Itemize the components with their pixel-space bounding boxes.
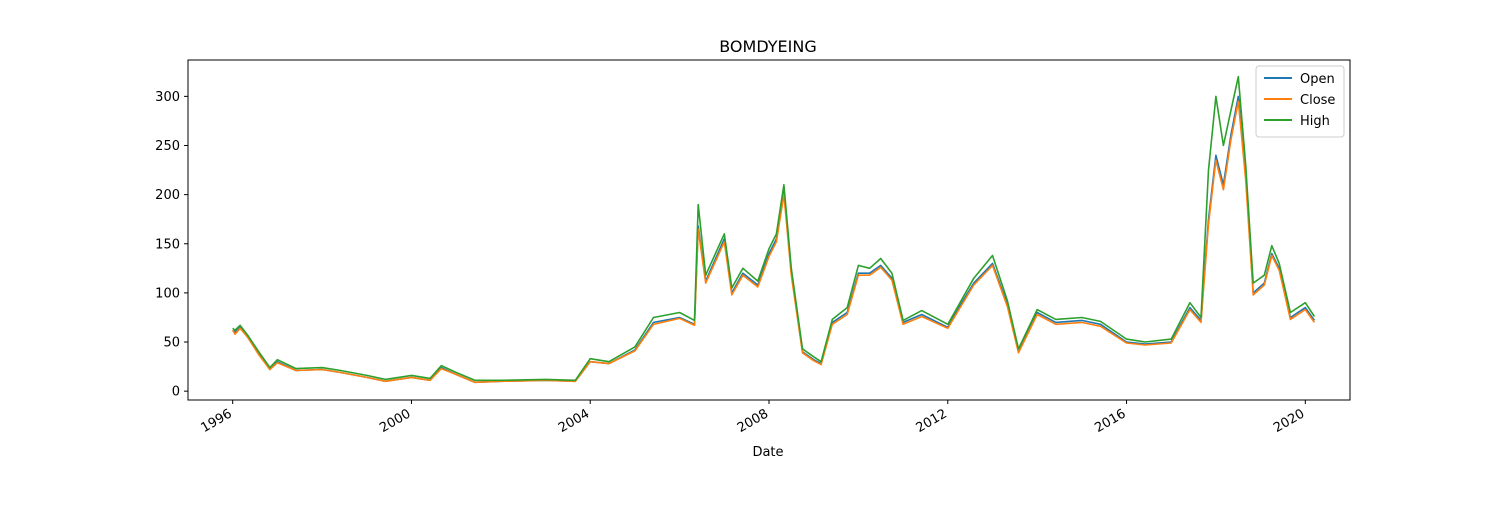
y-tick-label: 200 — [155, 188, 180, 203]
legend: Open Close High — [1255, 65, 1345, 138]
y-tick-label: 0 — [172, 385, 180, 400]
x-tick-label: 2012 — [914, 406, 950, 436]
x-axis-label: Date — [752, 445, 783, 460]
plot-area — [187, 59, 1351, 401]
legend-label-high: High — [1300, 114, 1330, 129]
plot-frame — [187, 59, 1351, 401]
x-tick-label: 2020 — [1271, 406, 1307, 436]
y-tick-label: 250 — [155, 139, 180, 154]
x-tick-label: 2016 — [1092, 406, 1128, 436]
x-tick-label: 1996 — [199, 406, 235, 436]
x-tick-label: 2000 — [377, 406, 413, 436]
y-axis: 0 50 100 150 200 250 300 — [155, 90, 188, 400]
y-tick-label: 150 — [155, 237, 180, 252]
legend-label-close: Close — [1300, 93, 1335, 108]
x-axis: 1996 2000 2004 2008 2012 2016 2020 — [199, 400, 1307, 436]
legend-label-open: Open — [1300, 72, 1335, 87]
series-line-high — [232, 75, 1316, 382]
y-tick-label: 300 — [155, 90, 180, 105]
series-line-close — [232, 100, 1316, 384]
y-tick-label: 100 — [155, 286, 180, 301]
x-tick-label: 2008 — [735, 406, 771, 436]
y-tick-label: 50 — [163, 336, 180, 351]
x-tick-label: 2004 — [556, 406, 592, 436]
chart-title: BOMDYEING — [719, 37, 817, 56]
